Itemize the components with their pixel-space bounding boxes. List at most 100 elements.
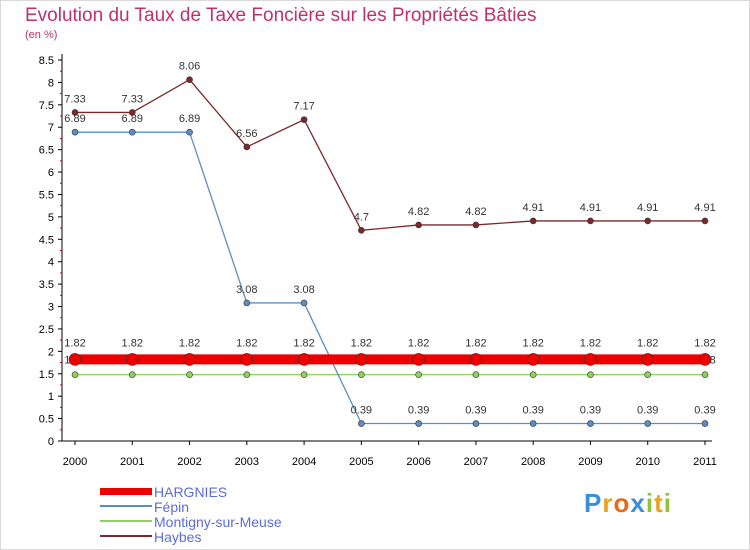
x-tick-label: 2005 xyxy=(349,456,373,468)
logo-letter: i xyxy=(663,488,672,518)
legend-swatch-fepin xyxy=(100,505,152,507)
data-label-fepin: 0.39 xyxy=(580,405,601,417)
y-tick-label: 7.5 xyxy=(39,100,54,112)
data-point-fepin xyxy=(415,420,422,427)
data-point-hargnies xyxy=(526,353,540,366)
series-line-haybes xyxy=(75,79,705,231)
series-line-fepin xyxy=(75,131,705,425)
x-tick-label: 2010 xyxy=(635,456,659,468)
data-label-haybes: 4.91 xyxy=(637,202,658,214)
data-label-fepin: 3.08 xyxy=(236,284,257,296)
data-label-fepin: 0.39 xyxy=(351,405,372,417)
data-label-hargnies: 1.82 xyxy=(122,337,143,349)
data-point-hargnies xyxy=(698,353,712,366)
data-point-haybes xyxy=(128,109,136,116)
data-label-hargnies: 1.82 xyxy=(580,337,601,349)
data-label-hargnies: 1.82 xyxy=(236,337,257,349)
data-point-haybes xyxy=(644,217,652,225)
logo-letter: t xyxy=(654,488,664,518)
legend-item-fepin: Fépin xyxy=(100,499,360,515)
data-label-fepin: 0.39 xyxy=(694,405,715,417)
data-label-fepin: 0.39 xyxy=(637,405,658,417)
data-point-haybes xyxy=(701,217,709,225)
data-label-fepin: 0.39 xyxy=(408,405,429,417)
logo-letter: r xyxy=(602,488,614,518)
x-tick-label: 2004 xyxy=(292,456,316,468)
data-point-montigny-sur-meuse xyxy=(587,371,594,378)
data-point-fepin xyxy=(243,299,251,307)
x-tick-label: 2011 xyxy=(693,456,717,468)
data-label-haybes: 8.06 xyxy=(179,61,200,73)
y-tick-label: 5 xyxy=(48,212,54,224)
legend-label-hargnies: HARGNIES xyxy=(154,484,228,500)
data-label-hargnies: 1.82 xyxy=(408,337,429,349)
y-tick-label: 2 xyxy=(48,346,54,358)
data-point-fepin xyxy=(300,299,308,307)
data-label-haybes: 4.91 xyxy=(694,202,715,214)
data-point-montigny-sur-meuse xyxy=(186,371,193,378)
data-label-fepin: 0.39 xyxy=(522,405,543,417)
data-point-montigny-sur-meuse xyxy=(300,371,308,378)
data-label-fepin: 0.39 xyxy=(465,405,486,417)
data-label-haybes: 4.82 xyxy=(465,206,486,218)
data-point-montigny-sur-meuse xyxy=(644,371,652,378)
legend-swatch-haybes xyxy=(100,535,152,537)
data-label-hargnies: 1.82 xyxy=(351,337,372,349)
chart-unit-label: (en %) xyxy=(25,29,58,41)
legend-label-haybes: Haybes xyxy=(154,529,202,545)
y-tick-label: 3 xyxy=(48,302,54,314)
data-label-haybes: 4.91 xyxy=(580,202,601,214)
data-label-fepin: 6.89 xyxy=(179,113,200,125)
x-tick-label: 2001 xyxy=(120,456,144,468)
legend-item-hargnies: HARGNIES xyxy=(100,484,360,500)
x-tick-label: 2009 xyxy=(578,456,602,468)
proxiti-logo: Proxiti xyxy=(584,488,672,519)
y-tick-label: 1 xyxy=(48,391,54,403)
data-point-haybes xyxy=(415,221,422,229)
data-label-hargnies: 1.82 xyxy=(64,337,85,349)
data-label-hargnies: 1.82 xyxy=(522,337,543,349)
y-tick-label: 3.5 xyxy=(39,279,54,291)
data-point-hargnies xyxy=(355,353,368,366)
data-point-montigny-sur-meuse xyxy=(128,371,136,378)
x-tick-label: 2006 xyxy=(406,456,430,468)
data-point-haybes xyxy=(529,217,537,225)
data-point-hargnies xyxy=(469,353,483,366)
data-point-hargnies xyxy=(68,353,82,366)
y-tick-label: 4.5 xyxy=(39,234,54,246)
data-label-haybes: 7.33 xyxy=(64,93,85,105)
data-point-haybes xyxy=(587,217,594,225)
data-label-hargnies: 1.82 xyxy=(637,337,658,349)
y-tick-label: 0 xyxy=(48,436,54,448)
data-label-haybes: 4.82 xyxy=(408,206,429,218)
legend-item-montigny: Montigny-sur-Meuse xyxy=(100,514,360,530)
data-label-fepin: 3.08 xyxy=(293,284,314,296)
data-label-hargnies: 1.82 xyxy=(293,337,314,349)
data-point-haybes xyxy=(186,76,193,84)
data-label-haybes: 7.33 xyxy=(122,93,143,105)
legend-item-haybes: Haybes xyxy=(100,529,360,545)
data-point-montigny-sur-meuse xyxy=(71,371,79,378)
x-tick-label: 2008 xyxy=(521,456,545,468)
y-tick-label: 2.5 xyxy=(39,324,54,336)
x-tick-label: 2000 xyxy=(63,456,87,468)
data-point-hargnies xyxy=(183,353,196,366)
data-point-fepin xyxy=(186,128,193,136)
logo-letter: i xyxy=(645,488,655,518)
data-point-hargnies xyxy=(240,353,254,366)
legend-swatch-hargnies xyxy=(100,488,152,495)
data-point-montigny-sur-meuse xyxy=(415,371,422,378)
data-point-haybes xyxy=(243,143,251,151)
data-label-haybes: 4.91 xyxy=(522,202,543,214)
x-tick-label: 2003 xyxy=(235,456,259,468)
legend-label-montigny: Montigny-sur-Meuse xyxy=(154,514,282,530)
data-point-haybes xyxy=(358,227,365,234)
y-tick-label: 7 xyxy=(48,122,54,134)
x-tick-label: 2007 xyxy=(464,456,488,468)
y-tick-label: 1.5 xyxy=(39,369,54,381)
y-tick-label: 4 xyxy=(48,257,54,269)
data-label-hargnies: 1.82 xyxy=(465,337,486,349)
data-point-hargnies xyxy=(412,353,425,366)
data-point-montigny-sur-meuse xyxy=(243,371,251,378)
